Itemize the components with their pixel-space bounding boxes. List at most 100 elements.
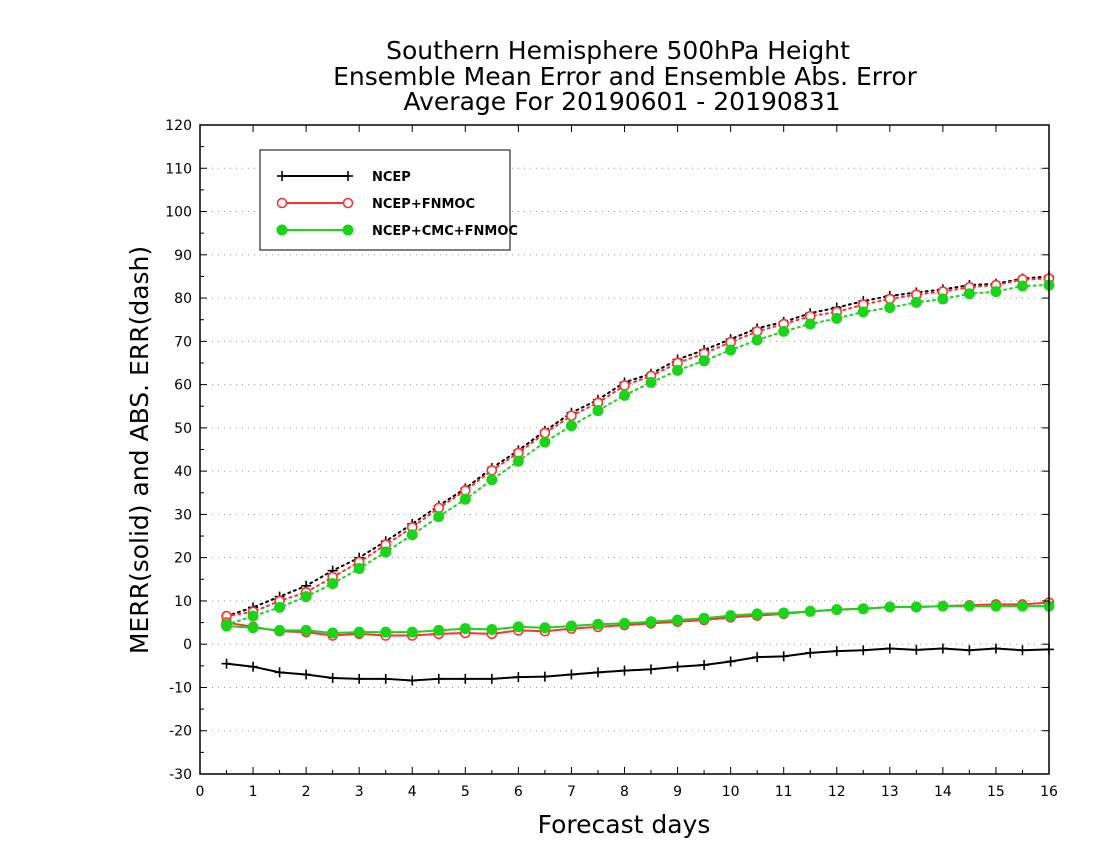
- abs-err-line-ncep-fnmoc: [225, 277, 1050, 618]
- merr-point: [513, 672, 524, 683]
- merr-point: [805, 647, 816, 658]
- y-tick-label: 90: [174, 248, 192, 264]
- abs-err-point: [539, 427, 551, 439]
- merr-point: [248, 661, 259, 672]
- legend-marker: [277, 171, 287, 181]
- abs-err-point: [459, 493, 471, 505]
- y-tick-label: 10: [174, 594, 192, 610]
- y-axis-ticks: -30 -20 -10 0 10 20 30 40 50 60 70 80 90 100 110 120: [165, 118, 1049, 783]
- abs-err-point: [937, 293, 949, 305]
- merr-point: [778, 607, 790, 619]
- y-tick-label: 110: [165, 161, 192, 177]
- x-tick-label: 13: [881, 784, 899, 800]
- merr-point: [646, 664, 657, 675]
- merr-point: [990, 600, 1002, 612]
- abs-err-point: [990, 286, 1002, 298]
- legend-label: NCEP: [372, 170, 411, 185]
- legend-marker: [342, 224, 354, 236]
- x-tick-label: 8: [620, 784, 629, 800]
- merr-point: [884, 601, 896, 613]
- y-tick-label: -30: [169, 767, 192, 783]
- merr-point: [672, 661, 683, 672]
- abs-err-point: [460, 485, 471, 496]
- abs-err-point: [353, 562, 365, 574]
- abs-err-point: [539, 436, 551, 448]
- abs-err-point: [672, 364, 684, 376]
- merr-point: [751, 608, 763, 620]
- merr-point: [1017, 645, 1028, 656]
- y-tick-label: 70: [174, 334, 192, 350]
- legend-marker: [276, 224, 288, 236]
- abs-err-line-ncep-cmc-fnmoc: [225, 284, 1050, 626]
- y-tick-label: 120: [165, 118, 192, 134]
- legend-marker: [276, 197, 288, 209]
- merr-point: [247, 622, 259, 634]
- merr-point: [910, 601, 922, 613]
- merr-point: [459, 623, 471, 635]
- abs-err-point: [406, 529, 418, 541]
- abs-err-point: [433, 511, 445, 523]
- merr-point: [327, 672, 338, 683]
- y-tick-label: 100: [165, 205, 192, 221]
- title-line-2: Ensemble Mean Error and Ensemble Abs. Er…: [333, 62, 918, 91]
- merr-point: [884, 643, 895, 654]
- y-tick-label: 30: [174, 507, 192, 523]
- abs-err-point: [247, 610, 259, 622]
- abs-err-point: [751, 326, 763, 337]
- x-tick-label: 5: [461, 784, 470, 800]
- x-tick-label: 15: [987, 784, 1005, 800]
- abs-err-point: [751, 334, 763, 346]
- merr-line-ncep-cmc-fnmoc: [226, 605, 1049, 634]
- merr-point: [1016, 600, 1028, 612]
- merr-point: [698, 612, 710, 624]
- abs-err-point: [963, 288, 975, 300]
- merr-point: [221, 620, 233, 632]
- abs-err-point: [831, 312, 843, 324]
- legend-box: [259, 149, 511, 251]
- x-tick-label: 14: [934, 784, 952, 800]
- series-layer: [221, 271, 1055, 686]
- merr-point: [911, 644, 922, 655]
- merr-point: [831, 604, 843, 616]
- x-tick-label: 6: [514, 784, 523, 800]
- legend-item: NCEP+FNMOC: [276, 197, 475, 212]
- x-tick-label: 16: [1040, 784, 1058, 800]
- merr-point: [566, 669, 577, 680]
- merr-point: [406, 626, 418, 638]
- merr-point: [460, 673, 471, 684]
- x-tick-label: 12: [828, 784, 846, 800]
- abs-err-point: [566, 410, 577, 422]
- series-ncep-fnmoc: [221, 273, 1055, 641]
- legend-label: NCEP+FNMOC: [372, 197, 475, 212]
- merr-point: [327, 627, 339, 639]
- legend-marker: [343, 171, 353, 181]
- abs-err-point: [725, 344, 737, 356]
- x-tick-label: 4: [408, 784, 417, 800]
- merr-point: [592, 667, 603, 678]
- merr-point: [565, 620, 577, 632]
- merr-point: [539, 671, 550, 682]
- legend: NCEP NCEP+FNMOC NCEP+CMC+FNMOC: [259, 149, 518, 251]
- y-tick-label: 0: [183, 637, 192, 653]
- merr-point: [221, 658, 232, 669]
- abs-err-point: [645, 376, 657, 388]
- merr-line-ncep: [226, 647, 1050, 682]
- y-tick-label: -20: [169, 724, 192, 740]
- abs-err-point: [274, 601, 286, 613]
- merr-point: [964, 645, 975, 656]
- merr-point: [592, 618, 604, 630]
- merr-point: [380, 673, 391, 684]
- merr-point: [699, 659, 710, 670]
- x-axis-ticks: 0 1 2 3 4 5 6 7 8 9 10 11 12 13 14 15 16: [196, 125, 1058, 800]
- legend-item: NCEP: [277, 170, 411, 185]
- x-tick-label: 1: [249, 784, 258, 800]
- merr-point: [857, 603, 869, 615]
- x-tick-label: 11: [775, 784, 793, 800]
- merr-point: [778, 651, 789, 662]
- legend-label: NCEP+CMC+FNMOC: [372, 224, 518, 239]
- abs-err-line-ncep: [225, 275, 1050, 618]
- y-tick-label: 60: [174, 378, 192, 394]
- abs-err-point: [884, 293, 896, 305]
- abs-err-point: [433, 502, 445, 514]
